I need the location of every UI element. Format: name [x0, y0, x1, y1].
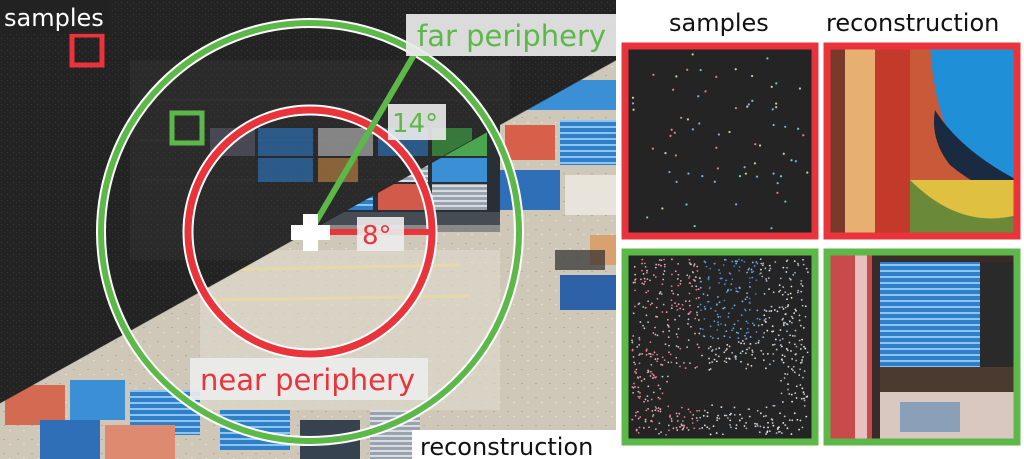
- samples-red-box: [69, 32, 105, 68]
- inset-far-reconstruction: [823, 248, 1021, 446]
- inset-near-samples: [621, 42, 819, 240]
- near-periphery-label: near periphery: [200, 363, 415, 397]
- inset-near-reconstruction: [823, 42, 1021, 240]
- reconstruction-label: reconstruction: [420, 433, 593, 459]
- inset-header-samples: samples: [669, 9, 769, 37]
- far-periphery-label: far periphery: [417, 19, 606, 53]
- main-image: [0, 0, 616, 459]
- samples-green-box: [169, 110, 205, 146]
- samples-label: samples: [4, 4, 104, 32]
- inset-header-reconstruction: reconstruction: [826, 9, 999, 37]
- far-angle-label: 14°: [392, 109, 438, 139]
- fovea-cross-icon: [291, 214, 330, 251]
- far-radius-line: [307, 53, 417, 234]
- inset-far-samples: [621, 248, 819, 446]
- near-angle-label: 8°: [362, 221, 392, 251]
